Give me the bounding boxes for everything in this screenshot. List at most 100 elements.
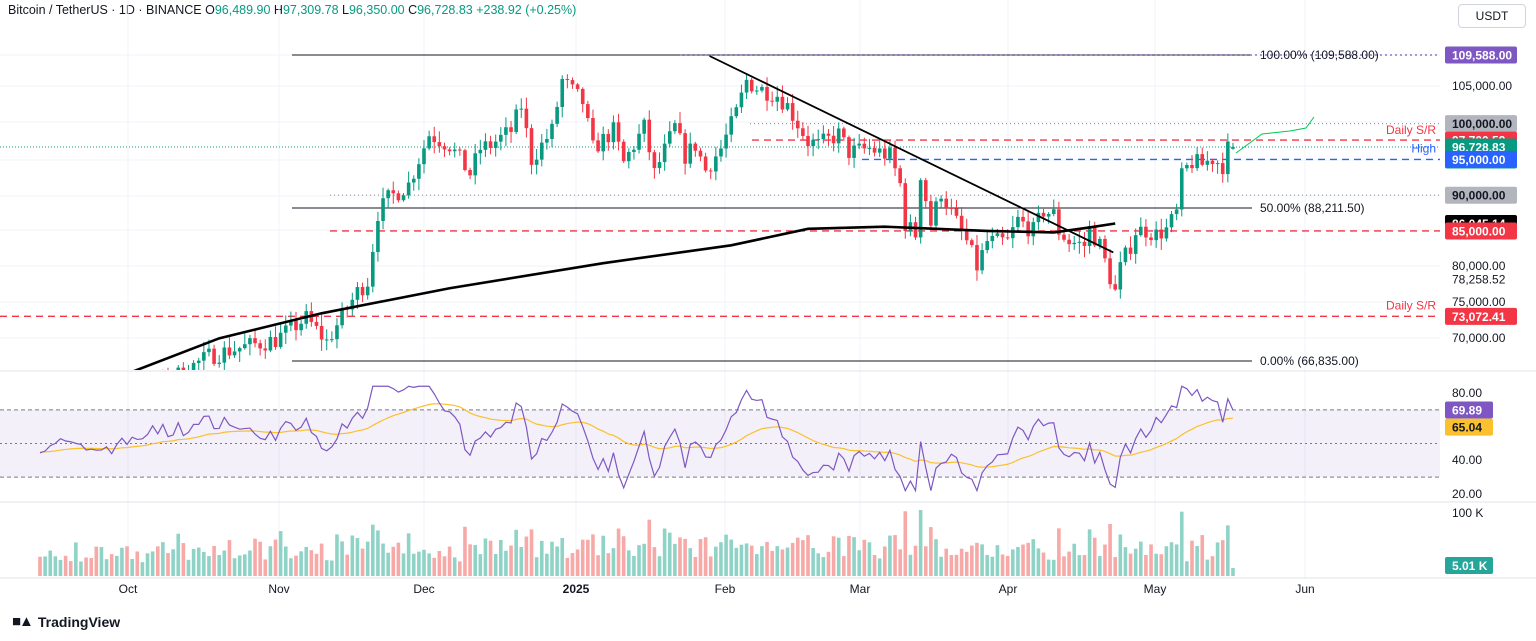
candle-body xyxy=(187,376,191,379)
candle-body xyxy=(483,141,488,150)
volume-bar xyxy=(821,557,826,576)
candle-body xyxy=(1154,229,1158,241)
volume-bar xyxy=(1220,540,1225,576)
volume-bar xyxy=(217,555,221,576)
volume-bar xyxy=(555,546,559,576)
candle-body xyxy=(1087,226,1092,247)
candle-body xyxy=(883,148,887,159)
volume-bar xyxy=(1144,555,1148,576)
candle-body xyxy=(258,343,262,349)
volume-bar xyxy=(872,555,877,576)
candle-body xyxy=(171,381,175,385)
volume-bar xyxy=(673,543,677,576)
volume-bar xyxy=(99,547,104,576)
volume-bar xyxy=(755,554,759,576)
close-label: C xyxy=(408,3,418,17)
candle-body xyxy=(877,148,882,153)
candle-body xyxy=(263,348,268,351)
candle-body xyxy=(627,151,631,162)
volume-bar xyxy=(739,544,744,576)
candle-body xyxy=(795,120,800,129)
candle-body xyxy=(227,347,232,356)
candle-body xyxy=(765,87,769,101)
volume-bar xyxy=(785,547,790,576)
volume-bar xyxy=(68,561,73,576)
rsi-axis-tick: 40.00 xyxy=(1452,453,1482,467)
candle-body xyxy=(596,140,600,152)
volume-bar xyxy=(852,537,856,576)
candle-body xyxy=(1226,141,1230,175)
volume-bar xyxy=(360,548,365,576)
candle-body xyxy=(237,348,242,352)
candle-body xyxy=(411,178,416,183)
candle-body xyxy=(141,397,145,399)
candle-body xyxy=(330,339,334,341)
volume-bar xyxy=(74,542,78,576)
volume-bar xyxy=(688,548,693,576)
volume-bar xyxy=(43,556,47,576)
volume-bar xyxy=(468,544,472,576)
volume-bar xyxy=(386,552,390,576)
low-value: 96,350.00 xyxy=(348,3,405,17)
candle-body xyxy=(637,133,641,150)
candle-body xyxy=(350,299,355,310)
candle-body xyxy=(499,134,503,142)
candles-group xyxy=(74,74,1235,404)
volume-bar xyxy=(417,551,421,576)
time-axis-tick: Oct xyxy=(119,582,138,596)
candle-body xyxy=(1077,241,1082,243)
candle-body xyxy=(504,127,508,135)
rsi-axis-tick: 80.00 xyxy=(1452,386,1482,400)
candle-body xyxy=(949,207,954,209)
candle-body xyxy=(1210,160,1215,165)
candle-body xyxy=(74,393,78,395)
volume-bar xyxy=(330,560,334,576)
candle-body xyxy=(151,382,155,396)
candle-body xyxy=(1051,209,1056,214)
volume-bar xyxy=(970,545,974,576)
volume-bar xyxy=(642,543,646,576)
candle-body xyxy=(688,143,693,164)
candle-body xyxy=(785,103,790,110)
candle-body xyxy=(509,127,513,132)
candle-body xyxy=(181,367,186,370)
tradingview-brand[interactable]: ■▲ TradingView xyxy=(12,613,120,630)
candle-body xyxy=(299,323,303,331)
volume-bar xyxy=(729,539,733,576)
volume-bar xyxy=(719,542,723,576)
volume-bar xyxy=(831,536,836,576)
candle-body xyxy=(324,339,329,341)
volume-bar xyxy=(1164,546,1169,576)
candle-body xyxy=(534,159,539,165)
candle-body xyxy=(130,396,134,400)
candle-body xyxy=(105,401,109,404)
candle-body xyxy=(314,321,319,326)
volume-bar xyxy=(150,551,155,576)
price-tag xyxy=(1445,115,1517,133)
volume-bar xyxy=(243,554,247,576)
volume-bar xyxy=(463,526,467,576)
candle-body xyxy=(929,201,933,226)
rsi-axis-tick: 20.00 xyxy=(1452,487,1482,501)
volume-bar xyxy=(632,556,636,576)
volume-bar xyxy=(253,538,257,576)
price-tag xyxy=(1445,307,1517,325)
candle-body xyxy=(1026,221,1030,237)
volume-bar xyxy=(191,548,196,576)
volume-bar xyxy=(427,553,431,576)
volume-bar xyxy=(1123,547,1128,576)
volume-bar xyxy=(1210,556,1215,576)
fib-100-label: 100.00% (109,588.00) xyxy=(1260,48,1379,62)
fib-0-label: 0.00% (66,835.00) xyxy=(1260,354,1359,368)
volume-bar xyxy=(888,535,892,576)
volume-bar xyxy=(724,534,728,576)
volume-bar xyxy=(1205,559,1210,576)
volume-bar xyxy=(918,510,923,576)
candle-body xyxy=(1108,258,1112,285)
volume-bar xyxy=(790,542,795,576)
candle-body xyxy=(1190,165,1194,169)
volume-bar xyxy=(744,543,749,576)
currency-button[interactable]: USDT xyxy=(1458,4,1526,28)
fib-50-label: 50.00% (88,211.50) xyxy=(1260,201,1365,215)
